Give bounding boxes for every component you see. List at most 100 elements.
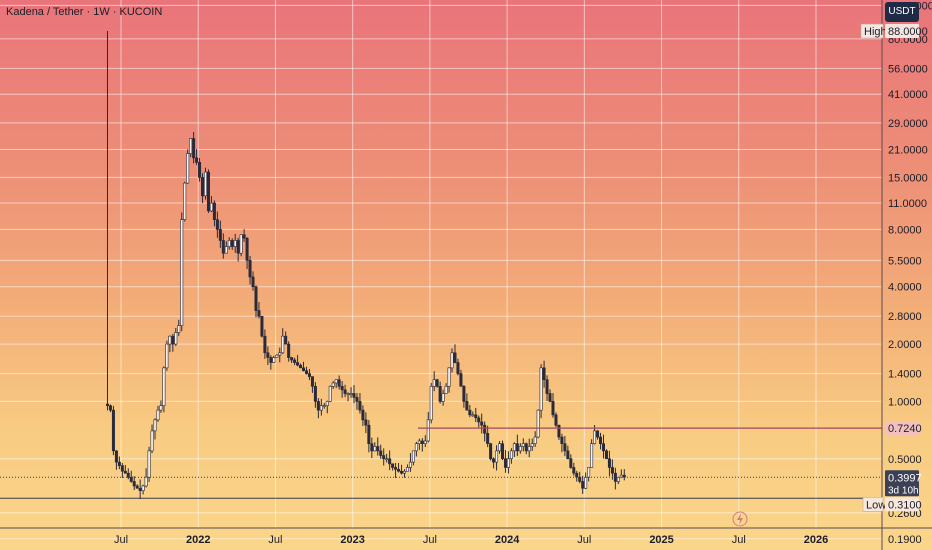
candle-135	[506, 451, 510, 474]
candle-body-167	[601, 443, 605, 452]
candle-body-91	[376, 446, 380, 452]
candle-body-2	[111, 409, 115, 452]
high-value-badge-text: 88.0000	[888, 26, 928, 38]
candle-98	[397, 463, 401, 473]
candle-body-157	[572, 467, 576, 474]
candle-74	[325, 400, 329, 414]
candle-body-29	[192, 138, 196, 159]
candle-body-158	[575, 472, 579, 478]
candle-13	[144, 468, 148, 488]
candle-12	[141, 484, 145, 495]
high-value-badge: 88.0000	[885, 24, 928, 39]
x-tick-label-0: Jul	[114, 534, 128, 546]
low-tag-label: Low	[866, 499, 886, 511]
candle-147	[542, 360, 546, 388]
candle-31	[198, 158, 202, 182]
candle-body-1	[108, 405, 112, 411]
currency-button[interactable]: USDT	[885, 2, 919, 22]
candle-body-148	[545, 379, 549, 394]
candle-body-92	[379, 450, 383, 456]
candle-82	[349, 387, 353, 398]
candle-41	[227, 237, 231, 250]
candle-17	[156, 405, 160, 422]
lightning-icon[interactable]	[732, 511, 748, 527]
candle-body-159	[578, 476, 582, 482]
candle-47	[245, 237, 249, 270]
candle-body-109	[429, 386, 433, 421]
candle-body-23	[174, 332, 178, 345]
candle-body-118	[456, 362, 460, 374]
candle-131	[495, 445, 499, 471]
candle-119	[459, 369, 463, 387]
candle-body-73	[322, 405, 326, 407]
candle-60	[284, 331, 288, 345]
candle-35	[209, 195, 213, 213]
candle-body-141	[524, 443, 528, 452]
candle-body-162	[587, 467, 591, 478]
candle-body-172	[616, 476, 620, 482]
candle-155	[566, 445, 570, 460]
candle-25	[180, 212, 184, 332]
y-tick-label-17: 0.1900	[888, 534, 922, 546]
candle-body-122	[468, 409, 472, 416]
candle-body-84	[355, 397, 359, 402]
candle-body-93	[382, 455, 386, 460]
candle-body-136	[509, 450, 513, 460]
candle-40	[224, 241, 228, 254]
candle-136	[509, 448, 513, 464]
candle-42	[230, 238, 234, 250]
candle-43	[233, 233, 237, 253]
candle-body-135	[506, 458, 510, 468]
candle-body-43	[233, 240, 237, 247]
candle-body-17	[156, 409, 160, 421]
candle-body-143	[530, 443, 534, 447]
level-value-badge: 0.7240	[885, 421, 922, 436]
candle-body-38	[218, 229, 222, 241]
candle-body-41	[227, 240, 231, 247]
candle-body-69	[310, 376, 314, 387]
candle-56	[272, 355, 276, 363]
candle-106	[420, 437, 424, 452]
candle-body-81	[346, 393, 350, 395]
candle-88	[367, 419, 371, 453]
candle-body-160	[581, 481, 585, 489]
candle-91	[376, 437, 380, 456]
candle-body-53	[263, 335, 267, 354]
y-tick-label-14: 1.0000	[888, 396, 922, 408]
candle-115	[447, 367, 451, 393]
candle-97	[394, 462, 398, 478]
candle-24	[177, 319, 181, 336]
candle-body-149	[548, 393, 552, 402]
candle-body-137	[512, 443, 516, 452]
candle-body-56	[272, 357, 276, 363]
x-tick-label-9: 2026	[804, 534, 828, 546]
candle-72	[319, 398, 323, 416]
candle-79	[340, 381, 344, 398]
candle-160	[581, 475, 585, 494]
candle-163	[590, 439, 594, 468]
candle-95	[388, 450, 392, 471]
candle-body-168	[604, 450, 608, 460]
candle-108	[426, 412, 430, 443]
low-tag: Low	[862, 497, 886, 512]
candlestick-series	[105, 31, 626, 500]
candle-body-103	[411, 450, 415, 463]
candle-0	[105, 31, 109, 411]
candle-89	[370, 437, 374, 459]
candle-body-48	[248, 260, 252, 278]
candle-body-99	[400, 470, 404, 474]
candle-63	[293, 357, 297, 366]
candle-body-79	[340, 386, 344, 391]
candle-99	[400, 464, 404, 475]
candle-body-133	[501, 443, 505, 460]
candle-body-126	[480, 421, 484, 426]
candle-75	[328, 385, 332, 402]
candle-172	[616, 476, 620, 485]
candle-body-74	[325, 401, 329, 406]
candle-body-128	[486, 433, 490, 444]
candle-145	[536, 409, 540, 439]
candle-body-55	[269, 357, 273, 363]
candle-134	[503, 450, 507, 473]
candle-body-134	[503, 458, 507, 468]
